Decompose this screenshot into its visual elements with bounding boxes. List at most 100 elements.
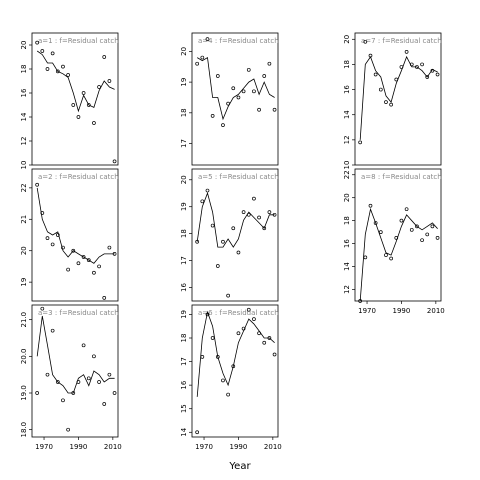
point (394, 236, 399, 240)
point (215, 74, 220, 78)
point (252, 89, 256, 94)
point (107, 245, 112, 250)
point (76, 380, 81, 384)
point (378, 87, 383, 92)
point (272, 107, 277, 112)
point (420, 62, 424, 67)
panel-frame (354, 168, 442, 302)
point (61, 398, 65, 403)
panel-frame (354, 32, 442, 166)
point (35, 182, 40, 187)
point (210, 114, 215, 118)
point (81, 255, 86, 259)
point (50, 328, 55, 333)
y-tick-label: 12 (20, 137, 28, 146)
point (430, 224, 435, 229)
point (195, 430, 200, 435)
point (71, 391, 76, 395)
point (257, 215, 261, 220)
point (81, 91, 86, 95)
point (404, 207, 409, 212)
panel-frame (31, 32, 119, 166)
point (368, 203, 373, 208)
point (205, 37, 210, 41)
y-tick-label: 19 (180, 310, 188, 319)
point (92, 354, 96, 359)
x-tick-label: 1990 (230, 443, 248, 451)
point (97, 264, 101, 269)
point (435, 72, 440, 77)
y-tick-label: 18 (343, 216, 351, 225)
point (97, 380, 101, 384)
point (415, 65, 419, 69)
point (76, 115, 81, 119)
point (86, 376, 91, 381)
point (272, 352, 277, 357)
point (399, 218, 404, 223)
y-tick-label: 17 (180, 256, 188, 265)
y-tick-label: 16 (343, 85, 351, 94)
y-tick-label: 17 (180, 357, 188, 366)
x-tick-label: 2010 (427, 307, 445, 315)
point (363, 255, 368, 260)
point (389, 256, 393, 261)
y-tick-label: 14 (343, 262, 351, 271)
point (373, 221, 378, 225)
point (384, 100, 388, 104)
panel-title: a=7 : f=Residual catch (361, 37, 442, 45)
point (226, 392, 230, 397)
y-tick-label: 18.0 (20, 422, 28, 438)
point (231, 86, 236, 91)
y-tick-label: 17 (180, 139, 188, 148)
y-tick-label: 15 (180, 404, 188, 413)
fit-line (36, 50, 115, 113)
point (425, 75, 430, 79)
point (215, 264, 220, 268)
fit-line (359, 207, 438, 302)
y-tick-label: 20 (20, 246, 28, 255)
x-tick-label: 1970 (195, 443, 213, 451)
point (195, 239, 200, 244)
x-tick-label: 2010 (104, 443, 122, 451)
y-tick-label: 18 (343, 60, 351, 69)
point (384, 253, 388, 257)
point (373, 72, 378, 77)
y-tick-label: 20 (343, 35, 351, 44)
point (210, 336, 215, 340)
point (415, 224, 419, 229)
x-axis-label: Year (228, 461, 251, 472)
point (61, 245, 65, 250)
point (55, 233, 60, 237)
point (40, 306, 45, 311)
point (55, 69, 60, 74)
fit-line (36, 315, 115, 394)
point (71, 248, 76, 253)
point (50, 51, 55, 56)
point (231, 226, 236, 231)
point (45, 372, 50, 377)
point (102, 296, 107, 300)
point (50, 242, 55, 247)
point (86, 103, 91, 107)
point (368, 53, 373, 58)
point (246, 67, 251, 72)
point (236, 95, 241, 100)
point (409, 62, 414, 67)
point (102, 55, 107, 59)
fit-line (196, 310, 275, 397)
y-tick-label: 14 (180, 427, 188, 436)
fit-line (36, 187, 115, 264)
point (378, 230, 383, 234)
point (246, 212, 251, 217)
y-tick-label: 16 (343, 239, 351, 248)
fit-line (196, 191, 275, 248)
y-tick-label: 20.0 (20, 349, 28, 365)
point (252, 196, 256, 201)
x-tick-label: 1990 (393, 307, 411, 315)
y-tick-label: 10 (20, 161, 28, 170)
x-tick-label: 1990 (70, 443, 88, 451)
panel-title: a=2 : f=Residual catch (38, 173, 119, 181)
point (241, 89, 246, 94)
point (81, 343, 86, 348)
